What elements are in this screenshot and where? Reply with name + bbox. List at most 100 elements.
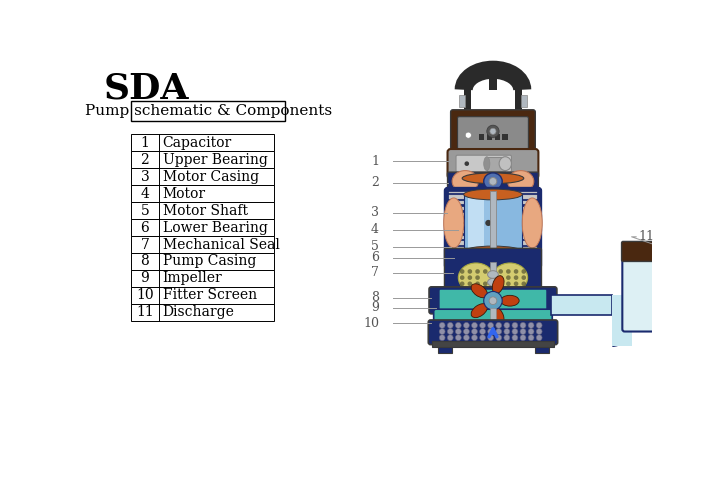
Circle shape — [506, 275, 510, 280]
Circle shape — [460, 281, 465, 286]
Circle shape — [496, 323, 502, 328]
Circle shape — [447, 329, 453, 335]
Circle shape — [512, 329, 518, 335]
Ellipse shape — [458, 263, 494, 292]
Text: 3: 3 — [371, 207, 379, 219]
Circle shape — [484, 291, 502, 310]
Bar — [489, 73, 497, 90]
Circle shape — [485, 220, 492, 226]
Circle shape — [472, 329, 478, 335]
Bar — [490, 307, 496, 322]
FancyBboxPatch shape — [429, 287, 557, 314]
Bar — [449, 192, 537, 193]
Bar — [131, 253, 274, 270]
Ellipse shape — [484, 251, 502, 267]
Circle shape — [528, 335, 534, 341]
Ellipse shape — [471, 284, 487, 298]
Bar — [494, 135, 500, 140]
Circle shape — [468, 269, 472, 274]
Circle shape — [465, 161, 469, 166]
Text: Mechanical Seal: Mechanical Seal — [163, 237, 280, 251]
Circle shape — [463, 329, 469, 335]
Circle shape — [506, 269, 510, 274]
Bar — [464, 195, 522, 251]
Text: 2: 2 — [371, 176, 379, 190]
Ellipse shape — [484, 173, 502, 190]
Ellipse shape — [501, 295, 519, 306]
Bar — [131, 185, 274, 202]
Text: 9: 9 — [141, 271, 150, 285]
Bar — [449, 195, 537, 199]
Circle shape — [439, 323, 445, 328]
Bar — [449, 207, 537, 210]
Ellipse shape — [499, 157, 511, 170]
Circle shape — [512, 323, 518, 328]
Ellipse shape — [522, 198, 542, 248]
Circle shape — [483, 269, 488, 274]
Ellipse shape — [492, 263, 528, 292]
Bar — [459, 95, 465, 107]
Circle shape — [460, 269, 465, 274]
Circle shape — [439, 329, 445, 335]
Ellipse shape — [464, 189, 522, 200]
Text: Upper Bearing: Upper Bearing — [163, 153, 267, 167]
Bar — [449, 253, 537, 257]
Bar — [131, 236, 274, 253]
Text: 3: 3 — [141, 170, 150, 184]
Text: 11: 11 — [136, 305, 154, 319]
Circle shape — [455, 329, 461, 335]
Bar — [449, 230, 537, 233]
Text: Fitter Screen: Fitter Screen — [163, 288, 257, 302]
Text: 8: 8 — [371, 291, 379, 304]
Circle shape — [488, 329, 494, 335]
Ellipse shape — [471, 304, 487, 318]
Text: Motor Casing: Motor Casing — [163, 170, 258, 184]
Bar — [487, 157, 505, 170]
Circle shape — [521, 269, 526, 274]
Text: 7: 7 — [371, 267, 379, 280]
Ellipse shape — [455, 249, 478, 269]
Bar — [131, 270, 274, 287]
Bar — [131, 287, 274, 304]
Bar — [449, 259, 537, 262]
Bar — [490, 192, 496, 285]
Text: Lower Bearing: Lower Bearing — [163, 221, 267, 234]
Circle shape — [476, 281, 480, 286]
Text: Capacitor: Capacitor — [163, 136, 232, 150]
Circle shape — [504, 323, 510, 328]
Circle shape — [480, 329, 486, 335]
Circle shape — [460, 275, 465, 280]
FancyBboxPatch shape — [447, 149, 539, 178]
Circle shape — [514, 281, 518, 286]
Circle shape — [514, 269, 518, 274]
Ellipse shape — [492, 308, 504, 326]
FancyBboxPatch shape — [451, 110, 535, 154]
Circle shape — [489, 177, 497, 185]
Text: 2: 2 — [141, 153, 150, 167]
Bar — [131, 151, 274, 168]
Circle shape — [521, 281, 526, 286]
Bar — [449, 201, 537, 205]
Text: 7: 7 — [141, 237, 150, 251]
FancyBboxPatch shape — [428, 320, 558, 345]
Circle shape — [504, 335, 510, 341]
FancyBboxPatch shape — [444, 187, 542, 269]
Bar — [484, 198, 497, 248]
Bar — [502, 135, 507, 140]
FancyBboxPatch shape — [622, 244, 687, 332]
Text: 10: 10 — [136, 288, 154, 302]
Circle shape — [465, 132, 471, 138]
FancyBboxPatch shape — [457, 117, 529, 149]
FancyBboxPatch shape — [621, 241, 688, 262]
Ellipse shape — [488, 271, 498, 278]
Bar — [685, 301, 694, 312]
Circle shape — [537, 329, 542, 335]
Text: Motor: Motor — [163, 186, 205, 201]
Circle shape — [498, 281, 503, 286]
FancyBboxPatch shape — [612, 295, 632, 346]
Text: 9: 9 — [371, 301, 379, 314]
FancyBboxPatch shape — [447, 172, 539, 189]
Bar — [552, 295, 612, 316]
Bar — [439, 342, 452, 353]
Bar — [449, 218, 537, 222]
